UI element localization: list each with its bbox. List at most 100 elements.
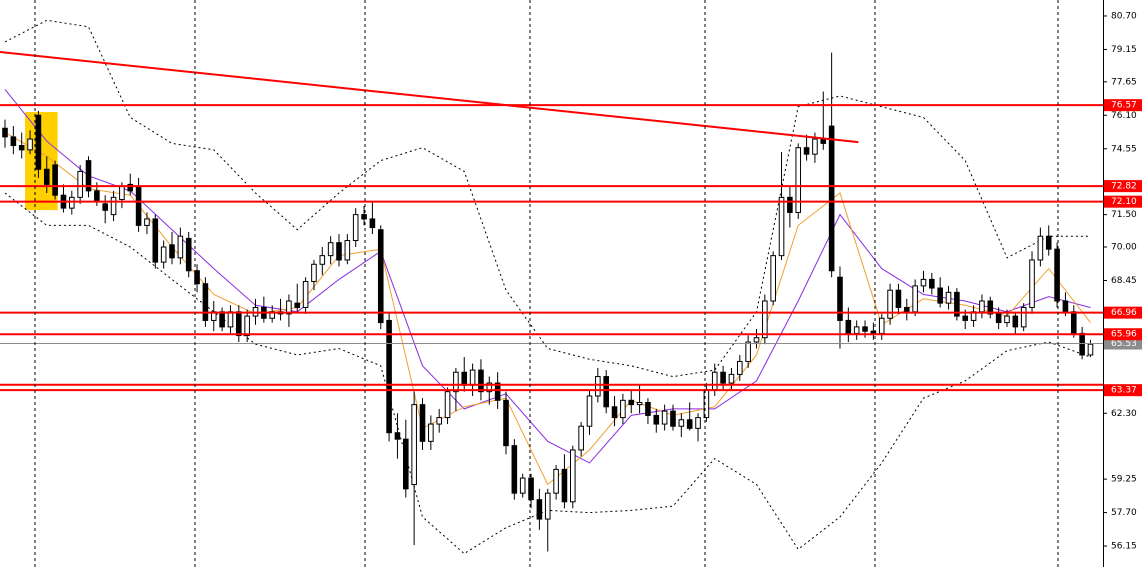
y-tick-label: 59.25 — [1111, 475, 1137, 485]
candle-body — [828, 125, 835, 272]
candle-body — [603, 376, 609, 408]
candle-body — [845, 319, 852, 334]
candle-body — [611, 406, 618, 419]
candle-body — [352, 214, 359, 242]
candle-body — [711, 371, 718, 391]
candle-body — [27, 138, 33, 151]
candle-body — [302, 281, 309, 308]
candle-body — [720, 371, 726, 384]
level-label-box — [1104, 99, 1142, 112]
candle-body — [52, 164, 58, 196]
level-label: 66.96 — [1111, 308, 1137, 318]
candle-body — [569, 449, 576, 503]
candle-body — [94, 190, 100, 203]
candle-body — [920, 278, 927, 287]
candle-body — [453, 371, 459, 393]
candle-body — [294, 302, 301, 308]
candle-body — [987, 300, 994, 315]
candle-body — [444, 391, 451, 419]
level-label-box — [1104, 180, 1142, 193]
candle-body — [528, 477, 534, 501]
candle-body — [803, 147, 810, 155]
candle-body — [160, 246, 167, 263]
indicator-line — [4, 19, 1091, 378]
candle-body — [862, 326, 868, 332]
level-label: 76.57 — [1111, 101, 1137, 111]
candle-body — [202, 283, 209, 321]
candle-body — [69, 196, 75, 209]
candle-body — [586, 395, 593, 427]
candle-body — [436, 417, 442, 425]
candle-body — [386, 319, 392, 434]
candle-body — [110, 196, 117, 216]
candle-body — [887, 289, 893, 319]
candle-body — [327, 242, 334, 257]
candle-body — [962, 315, 969, 321]
level-label-box — [1104, 195, 1142, 208]
candle-body — [152, 218, 159, 263]
candle-body — [519, 477, 526, 494]
candle-body — [686, 419, 693, 429]
candle-body — [853, 326, 860, 334]
candle-body — [553, 468, 559, 494]
candle-body — [2, 127, 8, 138]
candle-body — [377, 229, 384, 324]
candle-body — [361, 214, 367, 220]
candle-body — [678, 419, 685, 427]
y-tick-label: 77.65 — [1111, 77, 1137, 87]
candle-body — [336, 242, 342, 261]
candle-body — [578, 425, 584, 451]
candle-body — [979, 300, 985, 313]
candle-body — [85, 160, 92, 192]
candle-body — [236, 311, 242, 337]
candle-body — [1079, 332, 1085, 356]
y-tick-label: 62.30 — [1111, 409, 1137, 419]
candle-body — [544, 492, 551, 520]
y-tick-label: 80.70 — [1111, 11, 1137, 21]
candle-body — [995, 313, 1002, 324]
candle-body — [428, 423, 434, 442]
candle-body — [787, 196, 793, 213]
candle-body — [219, 311, 225, 328]
candle-body — [695, 417, 701, 429]
candle-body — [595, 376, 601, 397]
level-label: 72.82 — [1111, 182, 1137, 192]
candle-body — [837, 276, 843, 321]
candle-body — [954, 291, 960, 317]
level-label: 63.37 — [1111, 386, 1137, 396]
candle-body — [10, 136, 17, 147]
candle-body — [645, 401, 651, 416]
candle-body — [18, 145, 25, 151]
candle-body — [102, 203, 109, 211]
candle-body — [185, 237, 192, 272]
candle-body — [895, 289, 902, 308]
candle-body — [636, 401, 643, 406]
level-label-box — [1104, 328, 1142, 341]
candle-body — [945, 291, 952, 304]
y-tick-label: 68.45 — [1111, 276, 1137, 286]
period-separators — [34, 0, 1059, 567]
candle-body — [770, 255, 776, 302]
y-tick-label: 70.00 — [1111, 243, 1137, 253]
candle-body — [912, 285, 918, 313]
candle-body — [319, 255, 326, 265]
candle-body — [244, 315, 250, 337]
y-tick-label: 57.70 — [1111, 508, 1137, 518]
candle-body — [929, 278, 935, 289]
candle-body — [937, 287, 943, 304]
candle-body — [135, 186, 142, 226]
candle-body — [411, 404, 417, 486]
candle-body — [1054, 248, 1060, 302]
candle-body — [762, 300, 768, 339]
candle-body — [227, 311, 234, 328]
candle-body — [745, 341, 751, 362]
y-tick-label: 71.50 — [1111, 210, 1137, 220]
candle-body — [311, 263, 317, 283]
candle-body — [620, 399, 626, 419]
candle-body — [1020, 306, 1027, 328]
candle-body — [1012, 315, 1019, 328]
candle-body — [35, 114, 42, 170]
candle-body — [736, 360, 743, 375]
candle-body — [478, 369, 484, 393]
